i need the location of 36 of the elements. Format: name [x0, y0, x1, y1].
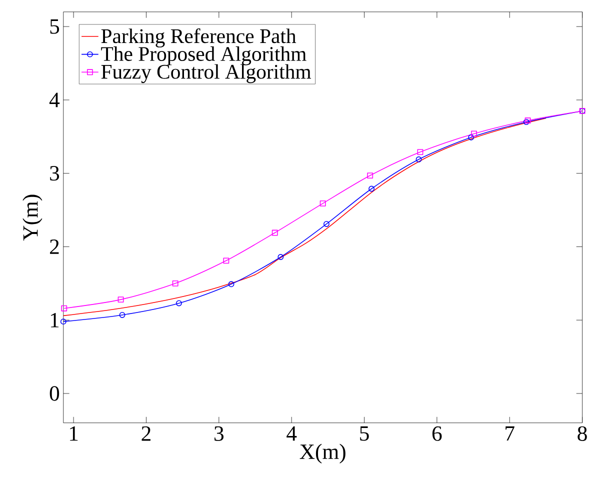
point [417, 148, 424, 155]
point [367, 172, 374, 178]
x-tick-label: 8 [578, 426, 587, 441]
y-axis-title: Y(m) [22, 194, 42, 241]
x-tick-label: 5 [360, 426, 369, 441]
point [368, 186, 374, 192]
point [223, 258, 230, 264]
x-tick-label: 2 [142, 426, 150, 441]
point [172, 280, 178, 286]
point [119, 312, 126, 318]
x-tick-label: 1 [70, 426, 78, 441]
point [416, 156, 422, 162]
y-tick-label: 1 [50, 312, 59, 328]
legend-label: Parking Reference Path [101, 28, 296, 48]
point [228, 281, 234, 288]
point [320, 200, 326, 206]
y-tick-label: 0 [50, 386, 60, 401]
point [61, 305, 68, 312]
point [471, 130, 477, 137]
legend-label: The Proposed Algorithm [101, 46, 306, 66]
y-tick-label: 2 [50, 239, 59, 254]
x-tick-label: 6 [432, 426, 442, 441]
x-axis-title: X(m) [300, 444, 346, 464]
point [278, 254, 284, 260]
point [468, 134, 474, 140]
x-tick-label: 7 [506, 426, 514, 440]
y-tick-label: 4 [49, 92, 60, 107]
point [272, 230, 278, 236]
point [176, 300, 182, 306]
x-tick-label: 4 [286, 426, 297, 441]
point [118, 296, 124, 302]
point [324, 220, 330, 227]
y-tick-label: 5 [50, 19, 60, 34]
x-tick-label: 3 [214, 426, 224, 441]
legend-label: Fuzzy Control Algorithm [101, 64, 312, 83]
y-tick-label: 3 [50, 166, 60, 181]
